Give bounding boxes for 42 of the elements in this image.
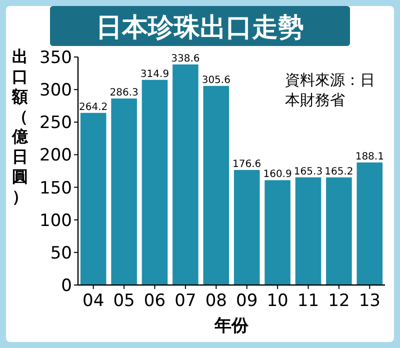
x-tick-label: 10	[266, 291, 288, 311]
chart-title: 日本珍珠出口走勢	[96, 13, 304, 43]
y-tick-label: 250	[40, 113, 72, 134]
bar	[80, 112, 106, 285]
x-tick-label: 11	[297, 291, 320, 311]
bar	[111, 98, 137, 285]
bar	[172, 64, 198, 285]
bar	[295, 177, 322, 285]
data-label: 314.9	[140, 68, 170, 80]
data-label: 165.2	[324, 166, 354, 178]
annotation: 資料來源：日本財務省	[285, 70, 375, 110]
y-tick-label: 200	[40, 146, 72, 166]
bar	[203, 86, 230, 285]
data-label: 305.6	[202, 74, 230, 86]
x-axis-title: 年份	[214, 316, 250, 336]
data-label: 264.2	[79, 102, 108, 113]
x-tick-label: 07	[174, 291, 196, 311]
y-tick-label: 0	[61, 276, 72, 296]
x-tick-label: 04	[82, 291, 104, 311]
data-label: 286.3	[110, 87, 138, 98]
x-tick-label: 08	[205, 291, 227, 311]
y-tick-label: 350	[40, 48, 72, 68]
x-tick-label: 12	[328, 291, 350, 311]
data-label: 188.1	[355, 151, 384, 162]
x-tick-label: 13	[358, 291, 380, 311]
y-axis-title: 出口額（億日圓）	[11, 47, 29, 206]
y-tick-label: 300	[40, 80, 72, 101]
bar	[234, 170, 260, 285]
y-tick-label: 100	[40, 210, 72, 231]
data-label: 338.6	[171, 53, 200, 64]
bar	[326, 177, 352, 285]
data-label: 176.6	[232, 158, 262, 170]
y-tick-label: 150	[40, 178, 72, 198]
data-label: 160.9	[263, 169, 292, 180]
bar	[142, 80, 168, 285]
bar	[264, 180, 290, 285]
bar	[356, 162, 383, 285]
x-tick-label: 05	[113, 291, 135, 311]
y-tick-label: 50	[50, 243, 72, 264]
x-tick-label: 09	[236, 291, 258, 311]
data-label: 165.3	[294, 166, 323, 178]
x-tick-label: 06	[144, 291, 166, 311]
